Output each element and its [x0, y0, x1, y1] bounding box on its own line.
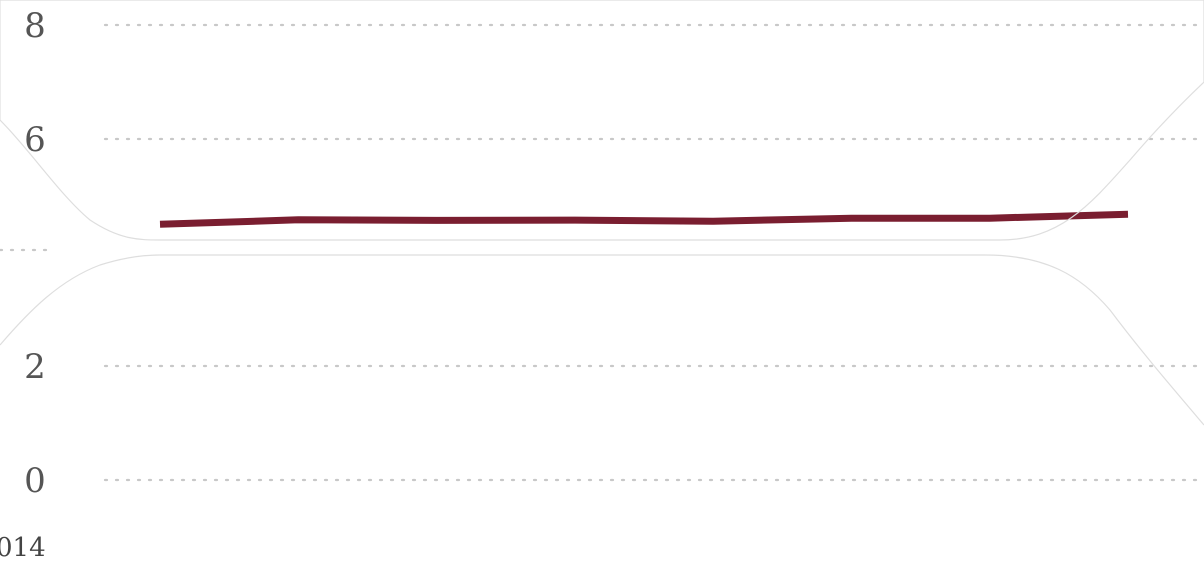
series-lines	[159, 210, 1129, 228]
x-axis-tick-labels: 014	[0, 533, 46, 563]
y-axis-tick-labels: 0 2 6 8	[24, 6, 46, 501]
axis-break-upper-edge	[0, 0, 1204, 241]
gridlines	[0, 23, 1204, 482]
y-tick-label-8: 8	[24, 6, 46, 46]
x-tick-label-0: 014	[0, 533, 46, 563]
axis-break-mark	[0, 0, 1204, 426]
series-line-0	[159, 210, 1129, 228]
y-tick-label-6: 6	[24, 120, 46, 160]
y-tick-label-2: 2	[24, 347, 46, 387]
axis-break-lower-edge	[0, 254, 1204, 426]
y-tick-label-0: 0	[24, 461, 46, 501]
